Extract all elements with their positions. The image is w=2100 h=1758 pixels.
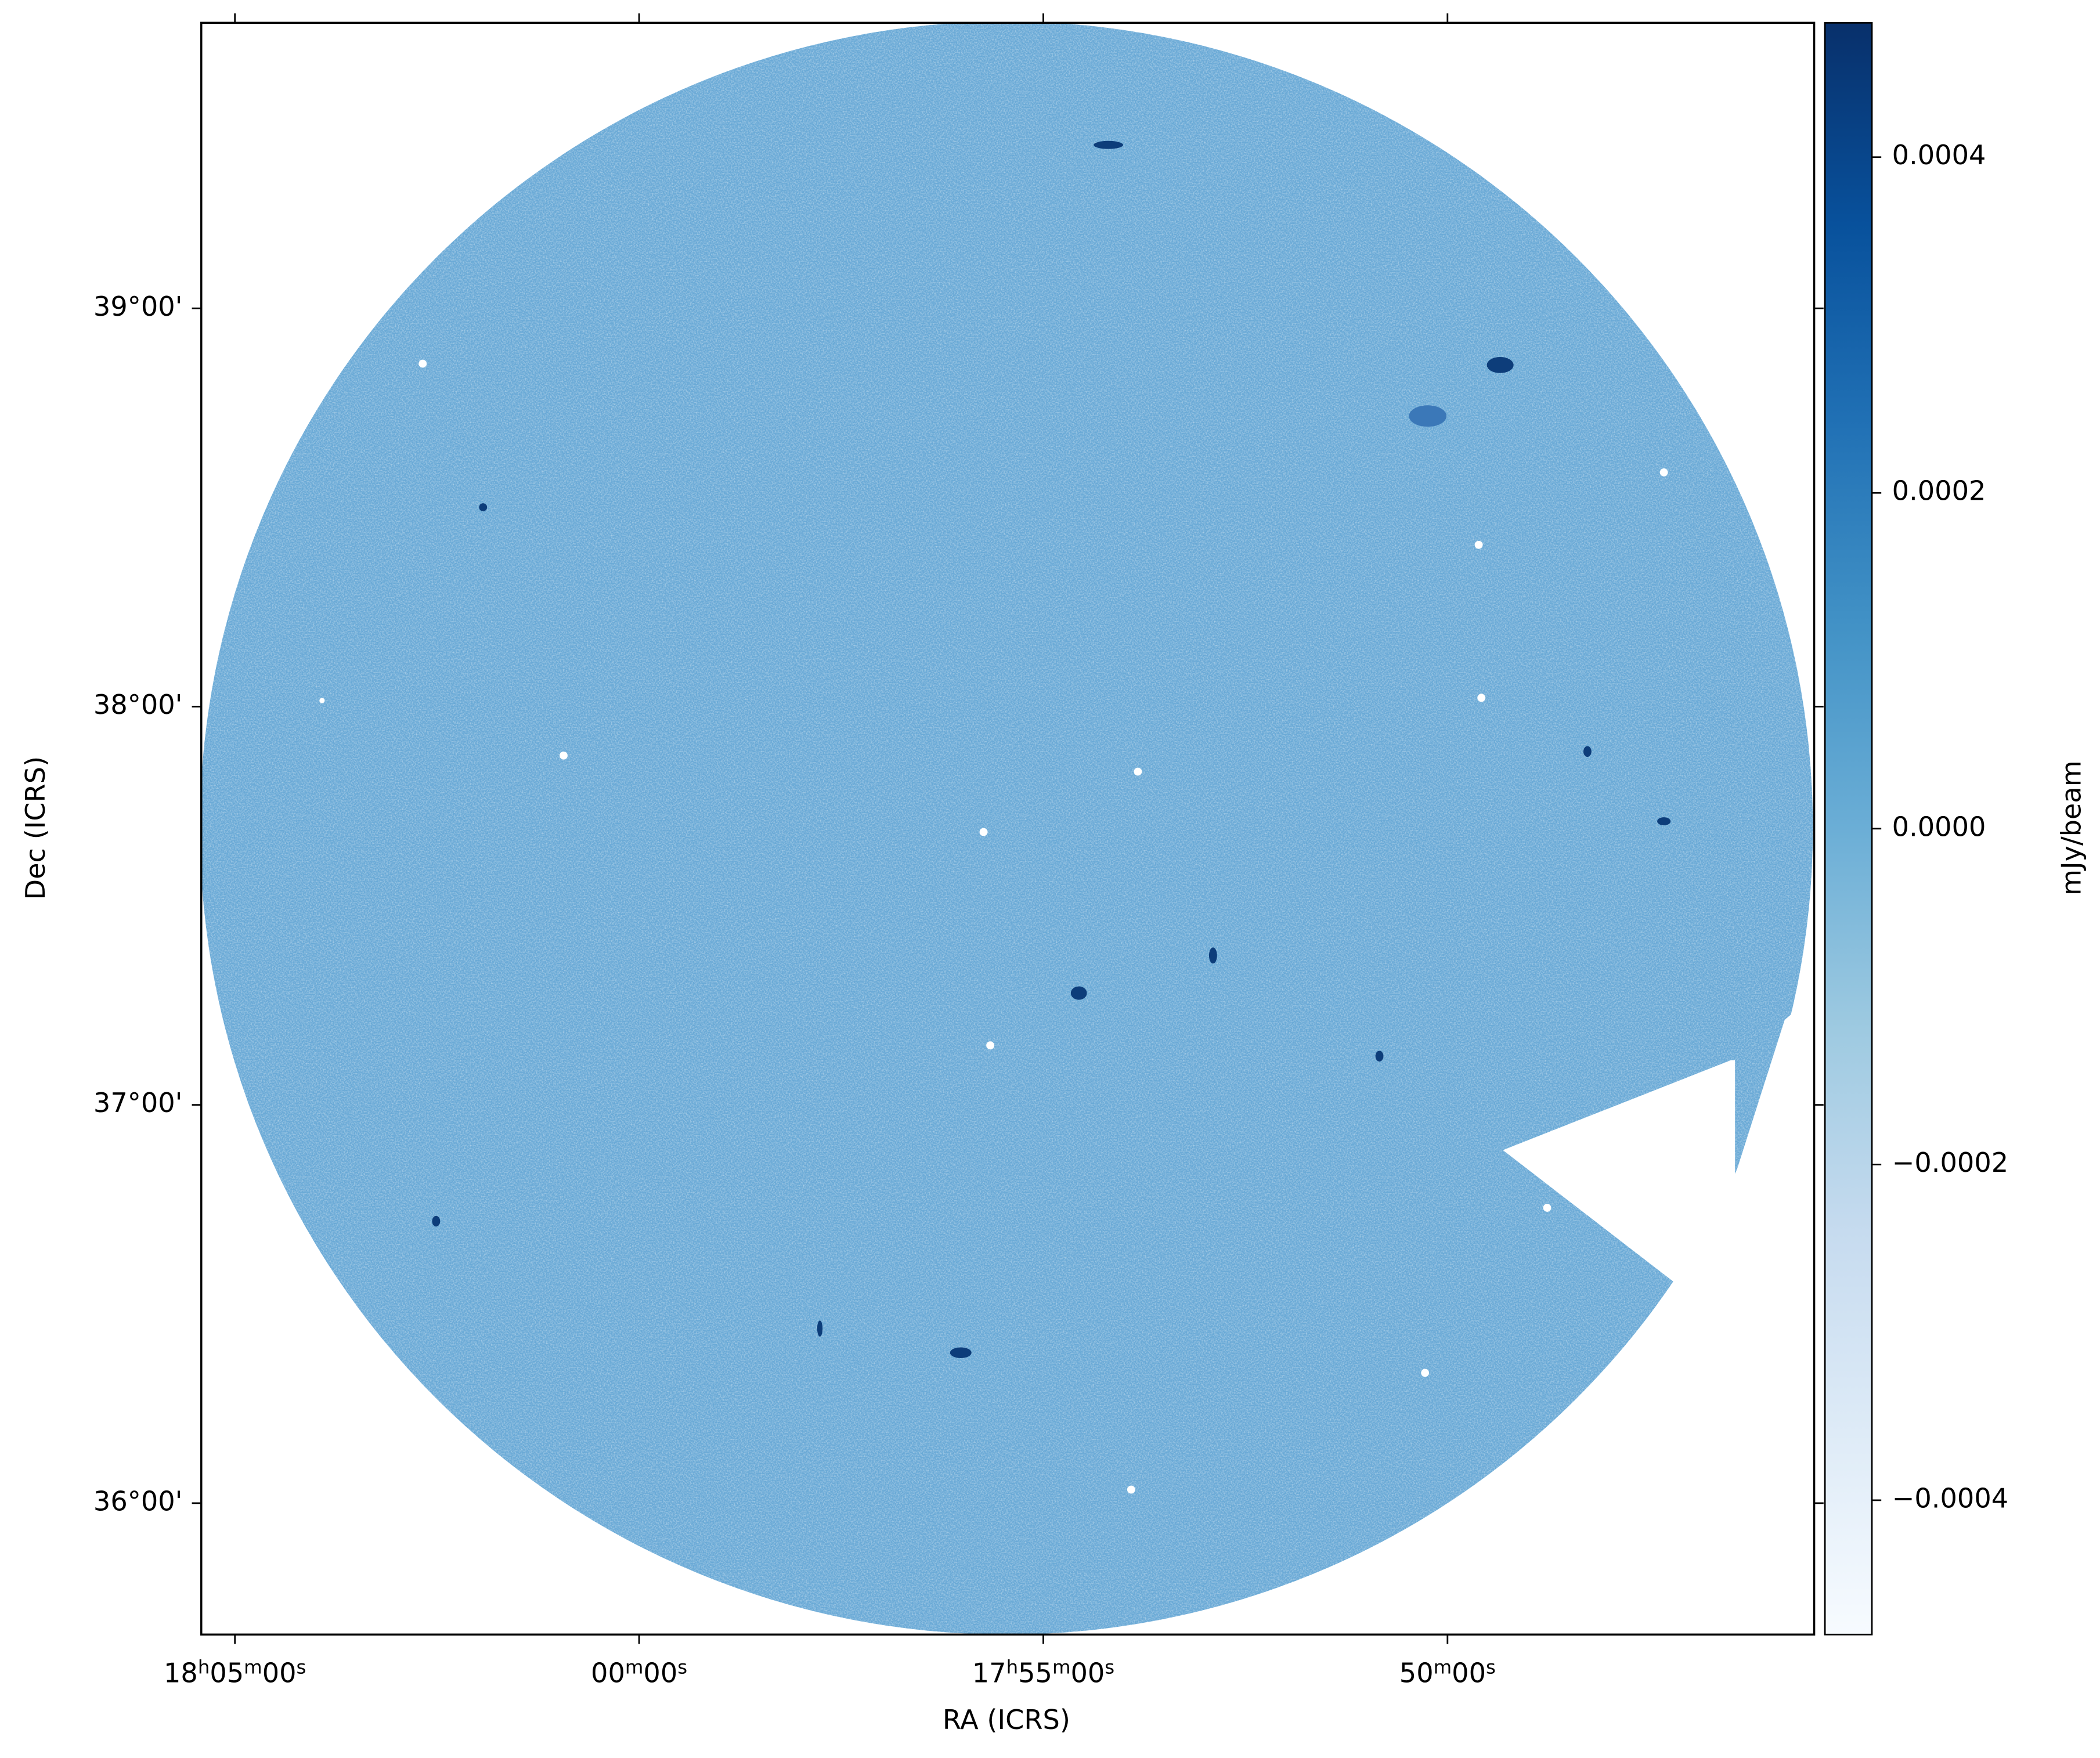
colorbar-tick-label: 0.0000: [1892, 811, 1986, 842]
colorbar-tick-label: 0.0002: [1892, 475, 1986, 507]
x-tick-label: 00m00s: [591, 1656, 687, 1688]
image-noise: [201, 23, 1813, 1634]
y-tick-label: 39°00': [93, 291, 182, 322]
colorbar-label: mJy/beam: [2055, 760, 2087, 896]
colorbar: [1824, 21, 1873, 1636]
colorbar-tick-label: −0.0004: [1892, 1482, 2008, 1514]
y-tick-label: 37°00': [93, 1087, 182, 1118]
y-tick-label: 38°00': [93, 689, 182, 720]
x-tick-label: 18h05m00s: [164, 1656, 306, 1688]
y-axis-label: Dec (ICRS): [20, 756, 51, 900]
sky-image: [201, 23, 1814, 1634]
sources: [432, 140, 1671, 1358]
colorbar-tick-label: 0.0004: [1892, 139, 1986, 171]
axes-frame: [200, 21, 1816, 1636]
bright-sources: [319, 359, 1668, 1494]
colorbar-tick-label: −0.0002: [1892, 1147, 2008, 1178]
x-tick-label: 50m00s: [1399, 1656, 1496, 1688]
masked-region: [1503, 994, 1814, 1342]
x-tick-label: 17h55m00s: [972, 1656, 1114, 1688]
y-tick-label: 36°00': [93, 1485, 182, 1517]
x-axis-label: RA (ICRS): [943, 1704, 1070, 1735]
